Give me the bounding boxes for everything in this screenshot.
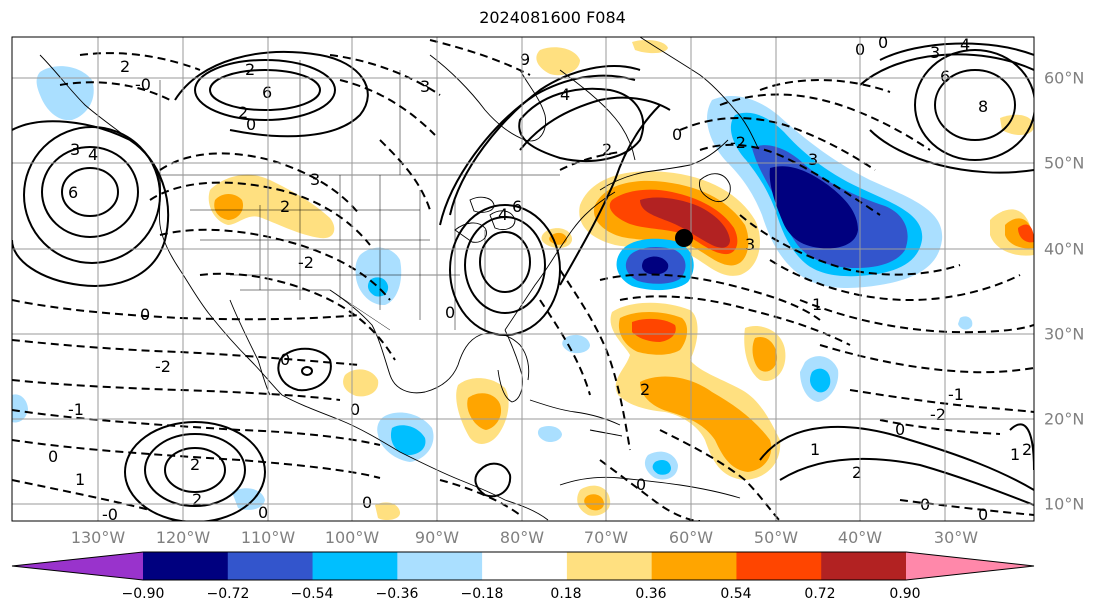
svg-text:-2: -2 [930,405,946,424]
caribbean-positive-anomaly [610,302,786,480]
svg-text:0: 0 [445,303,455,322]
lat-label-20n: 20°N [1044,409,1085,429]
svg-text:3: 3 [808,150,818,169]
svg-text:0: 0 [140,305,150,324]
svg-text:8: 8 [978,97,988,116]
colorbar-tick-label: 0.36 [635,586,667,602]
svg-text:0: 0 [672,125,682,144]
small-positive-patches [375,40,1034,520]
svg-text:0: 0 [258,503,268,522]
svg-text:-2: -2 [155,357,171,376]
central-america-negative-anomaly [377,412,434,462]
svg-text:0: 0 [350,400,360,419]
lon-label-120w: 120°W [155,528,211,547]
svg-text:-0: -0 [135,75,151,94]
svg-text:2: 2 [245,60,255,79]
colorbar-tick-label: 0.72 [804,586,836,602]
colorbar-tick-label: −0.90 [121,586,165,602]
svg-text:-0: -0 [102,505,118,524]
svg-text:9: 9 [520,50,530,69]
lon-label-40w: 40°W [837,528,883,547]
anomaly-shading [12,40,1034,520]
svg-text:1: 1 [1010,445,1020,464]
colorbar-tick-label: 0.54 [720,586,752,602]
svg-text:-2: -2 [730,133,746,152]
colorbar-tick-label: −0.18 [460,586,504,602]
colorbar-tick-label: −0.72 [206,586,250,602]
lon-label-100w: 100°W [324,528,380,547]
svg-text:1: 1 [812,295,822,314]
lon-label-50w: 50°W [753,528,799,547]
svg-text:3: 3 [70,140,80,159]
svg-text:2: 2 [238,103,248,122]
svg-text:0: 0 [246,115,256,134]
svg-text:0: 0 [878,33,888,52]
svg-text:0: 0 [978,505,988,524]
us-west-positive-anomaly [208,174,335,239]
svg-text:4: 4 [498,205,508,224]
map-title: 2024081600 F084 [479,8,626,27]
svg-text:3: 3 [310,170,320,189]
lat-label-40n: 40°N [1044,239,1085,259]
colorbar-tick-label: 0.18 [550,586,582,602]
lon-label-110w: 110°W [240,528,296,547]
lon-label-130w: 130°W [70,528,126,547]
svg-text:1: 1 [75,470,85,489]
colorbar-tick-label: −0.54 [290,586,334,602]
svg-text:0: 0 [636,475,646,494]
small-negative-patches [12,66,973,510]
lon-label-30w: 30°W [933,528,979,547]
svg-text:4: 4 [960,35,970,54]
svg-text:1: 1 [810,440,820,459]
svg-text:0: 0 [280,350,290,369]
svg-text:2: 2 [1022,440,1032,459]
colorbar-tick-label: −0.36 [375,586,419,602]
svg-text:2: 2 [120,57,130,76]
svg-text:2: 2 [640,380,650,399]
svg-text:2: 2 [192,490,202,509]
colorbar-tick-label: 0.90 [889,586,921,602]
svg-text:6: 6 [512,197,522,216]
central-atlantic-negative-anomaly [707,95,943,288]
lon-label-60w: 60°W [668,528,714,547]
svg-text:6: 6 [262,83,272,102]
svg-text:-1: -1 [68,400,84,419]
lon-label-70w: 70°W [583,528,629,547]
svg-text:4: 4 [88,145,98,164]
lat-label-50n: 50°N [1044,153,1085,173]
svg-text:2: 2 [190,455,200,474]
svg-text:4: 4 [560,85,570,104]
svg-text:0: 0 [362,493,372,512]
svg-text:2: 2 [280,197,290,216]
svg-text:3: 3 [745,235,755,254]
svg-text:6: 6 [68,183,78,202]
storm-center-dot [675,229,693,247]
svg-text:2: 2 [852,463,862,482]
map-frame [11,36,1035,522]
svg-text:3: 3 [930,43,940,62]
lat-label-30n: 30°N [1044,324,1085,344]
svg-text:0: 0 [48,447,58,466]
svg-text:3: 3 [420,77,430,96]
lon-label-90w: 90°W [414,528,460,547]
lat-label-60n: 60°N [1044,68,1085,88]
contours-negative [12,39,1034,521]
svg-text:2: 2 [602,140,612,159]
svg-text:-1: -1 [948,385,964,404]
nw-atlantic-positive-anomaly [541,171,760,276]
lat-label-10n: 10°N [1044,494,1085,514]
svg-text:-2: -2 [298,253,314,272]
svg-text:0: 0 [895,420,905,439]
gridlines [12,37,1034,521]
lon-label-80w: 80°W [499,528,545,547]
